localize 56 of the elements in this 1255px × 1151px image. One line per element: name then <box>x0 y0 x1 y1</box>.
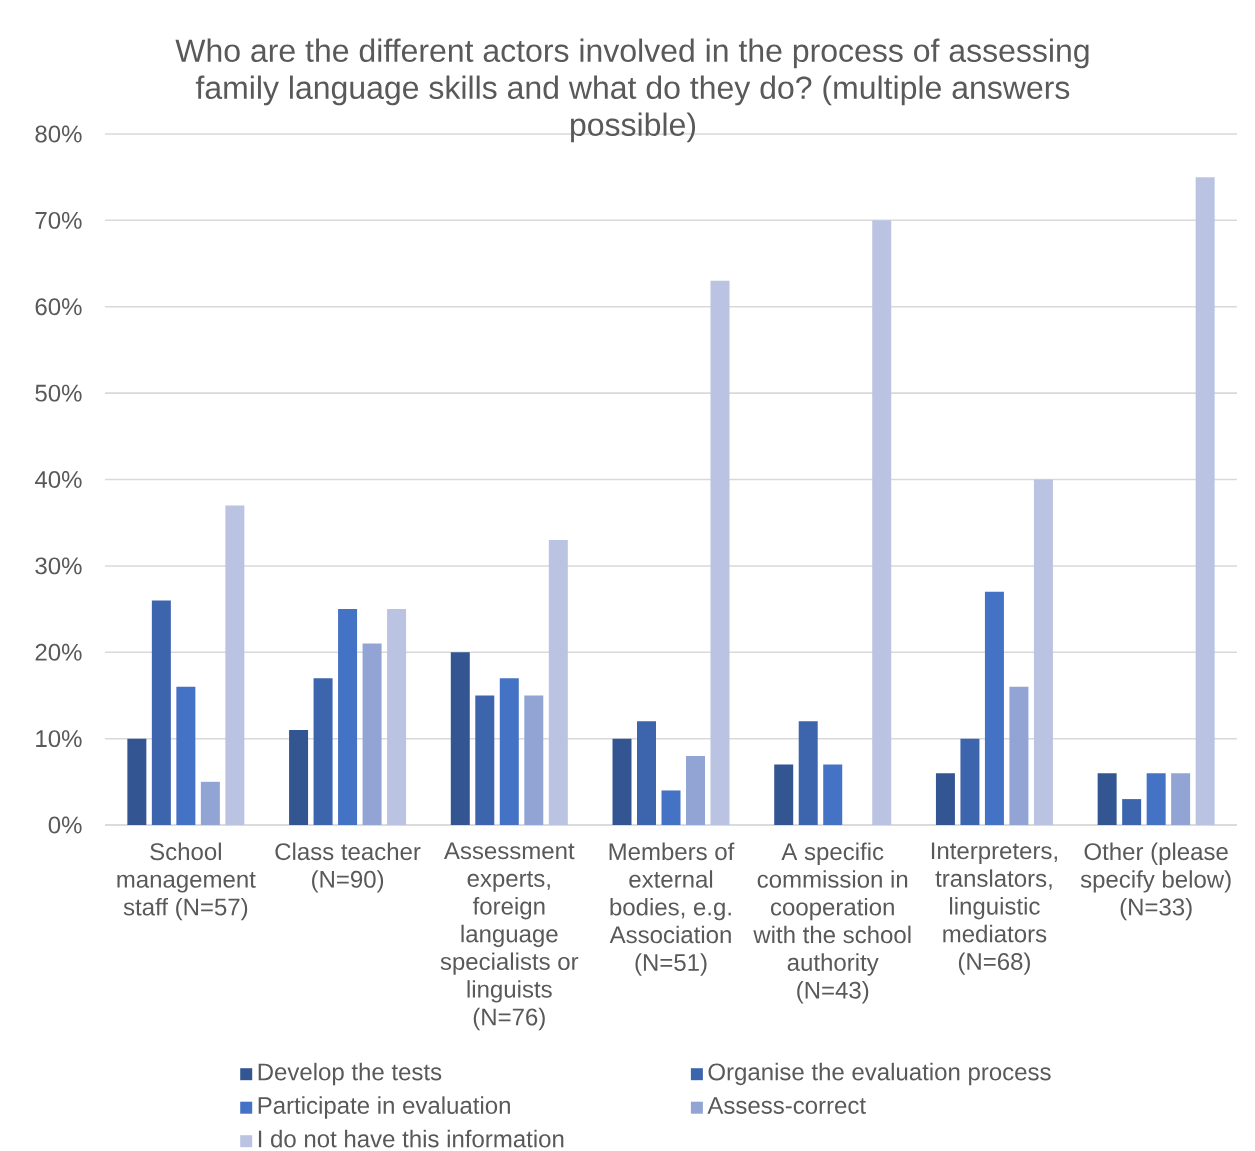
bar <box>1146 773 1166 825</box>
bar <box>176 686 196 825</box>
x-tick-label: Assessment experts, foreign language specialists or linguists (N=76) <box>440 842 579 1031</box>
bar <box>313 678 333 825</box>
bar <box>984 591 1004 825</box>
bar <box>823 764 843 825</box>
legend-label: I do not have this information <box>258 1129 564 1148</box>
bar <box>960 738 980 825</box>
bar <box>289 729 309 825</box>
bar <box>338 609 358 825</box>
bar <box>1097 773 1117 825</box>
bar <box>1033 479 1053 825</box>
y-tick-label: 70% <box>35 211 82 229</box>
y-tick-label: 0% <box>48 816 82 834</box>
bar <box>798 721 818 825</box>
y-tick-label: 20% <box>35 643 82 661</box>
bar <box>475 695 495 825</box>
bar <box>387 609 407 825</box>
bar <box>225 505 245 825</box>
chart-title: Who are the different actors involved in the process of assessing family language skills and what do they do? (multiple answers possible) <box>175 38 1089 143</box>
bar <box>524 695 544 825</box>
bar <box>200 781 220 825</box>
y-tick-label: 40% <box>34 471 82 488</box>
legend-label: Participate in evaluation <box>258 1096 510 1119</box>
legend-label: Assess-correct <box>707 1097 866 1114</box>
legend-label: Develop the tests <box>258 1062 442 1086</box>
bar <box>872 220 892 825</box>
y-tick-label: 30% <box>35 557 82 575</box>
bar <box>548 539 568 825</box>
bar <box>1171 773 1191 825</box>
y-tick-label: 50% <box>35 384 82 402</box>
bar <box>499 678 519 825</box>
bar <box>127 738 147 825</box>
x-tick-label: Interpreters, translators, linguistic mediators (N=68) <box>931 842 1057 975</box>
x-tick-label: A specific commission in cooperation with the school authority (N=43) <box>753 842 911 1004</box>
y-tick-label: 10% <box>36 730 82 748</box>
bar <box>362 643 382 825</box>
x-tick-label: School management staff (N=57) <box>117 842 256 921</box>
x-tick-label: Class teacher (N=90) <box>275 842 421 893</box>
x-tick-label: Other (please specify below) (N=33) <box>1080 842 1231 921</box>
y-tick-label: 80% <box>35 125 82 143</box>
bar <box>1195 177 1215 825</box>
bar <box>1122 799 1142 825</box>
bar <box>661 790 681 825</box>
bar <box>1009 686 1029 825</box>
x-tick-label: Members of external bodies, e.g. Association (N=51) <box>609 842 735 976</box>
legend-label: Organise the evaluation process <box>708 1062 1051 1086</box>
y-tick-label: 60% <box>35 298 82 316</box>
bar <box>686 755 705 825</box>
bar <box>151 600 171 825</box>
bar <box>710 280 730 825</box>
bar <box>612 738 632 825</box>
bar <box>774 764 794 825</box>
bar <box>450 652 470 825</box>
bar <box>637 721 656 825</box>
bar <box>935 773 955 825</box>
